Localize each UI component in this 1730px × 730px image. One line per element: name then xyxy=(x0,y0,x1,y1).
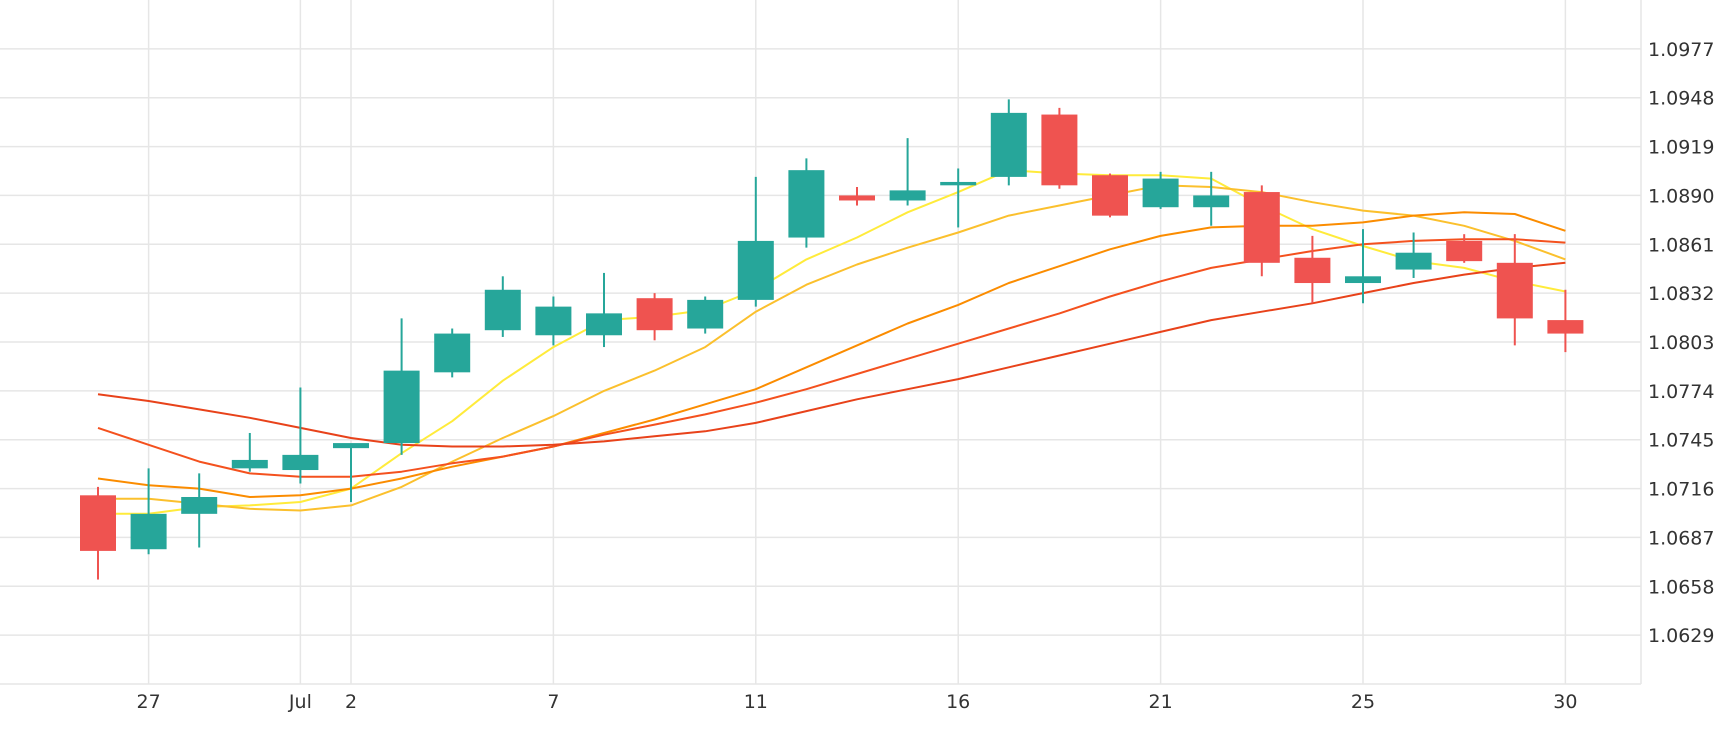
candle[interactable] xyxy=(1041,107,1078,189)
candle[interactable] xyxy=(1446,234,1483,263)
candle-body xyxy=(1193,195,1230,208)
candle[interactable] xyxy=(737,176,774,307)
y-tick-label: 1.0890 xyxy=(1648,185,1714,207)
y-tick-label: 1.0745 xyxy=(1648,430,1714,452)
candle-body xyxy=(1345,276,1381,284)
candle[interactable] xyxy=(282,387,319,484)
x-tick-label: 2 xyxy=(345,691,357,713)
candle[interactable] xyxy=(586,272,622,348)
candle-body xyxy=(484,289,521,331)
candle[interactable] xyxy=(130,468,167,555)
candle-body xyxy=(839,195,875,201)
candle-body xyxy=(535,306,572,336)
candle[interactable] xyxy=(1193,171,1230,226)
moving-average-line-2 xyxy=(98,184,1566,512)
x-tick-label: 30 xyxy=(1553,691,1577,713)
y-tick-label: 1.0861 xyxy=(1648,234,1714,256)
candle-body xyxy=(990,112,1027,177)
candle[interactable] xyxy=(788,158,825,248)
candle-body xyxy=(383,370,420,444)
candle-body xyxy=(788,170,825,238)
candle-body xyxy=(1395,252,1432,270)
candle-body xyxy=(1446,240,1483,262)
y-axis-tick-labels: 1.0977 1.0948 1.0919 1.0890 1.0861 1.0832 1.08… xyxy=(1648,39,1714,647)
x-tick-label: Jul xyxy=(288,691,312,713)
x-tick-label: 11 xyxy=(744,691,768,713)
candle[interactable] xyxy=(181,473,218,548)
y-tick-label: 1.0948 xyxy=(1648,88,1714,110)
candle-body xyxy=(282,454,319,471)
candle-body xyxy=(1041,114,1078,186)
candle-body xyxy=(333,443,369,449)
candle[interactable] xyxy=(636,293,673,341)
candle[interactable] xyxy=(1092,173,1128,218)
x-tick-label: 27 xyxy=(137,691,161,713)
candle[interactable] xyxy=(484,276,521,337)
candle[interactable] xyxy=(535,296,572,346)
y-tick-label: 1.0803 xyxy=(1648,332,1714,354)
candle[interactable] xyxy=(889,138,926,206)
moving-average-line-5 xyxy=(97,261,1566,448)
x-tick-label: 21 xyxy=(1149,691,1173,713)
candle[interactable] xyxy=(1294,235,1331,304)
candle[interactable] xyxy=(1345,229,1381,304)
candle-body xyxy=(737,240,774,300)
moving-average-line-4 xyxy=(97,238,1566,478)
candle-body xyxy=(586,313,622,336)
candle-body xyxy=(687,299,724,329)
candle[interactable] xyxy=(687,296,724,334)
y-tick-label: 1.0977 xyxy=(1648,39,1714,61)
candle[interactable] xyxy=(1142,171,1179,209)
candle[interactable] xyxy=(1243,185,1280,277)
candle-body xyxy=(434,333,471,373)
x-axis-tick-labels: 27 Jul 2 7 11 16 21 25 30 xyxy=(137,691,1578,713)
candle-body xyxy=(1547,320,1584,334)
candle[interactable] xyxy=(231,432,268,472)
candle-body xyxy=(80,495,116,551)
grid xyxy=(0,0,1641,684)
candle-body xyxy=(636,298,673,331)
x-tick-label: 7 xyxy=(547,691,559,713)
candle[interactable] xyxy=(990,99,1027,186)
candle[interactable] xyxy=(1547,289,1584,353)
moving-average-lines xyxy=(97,169,1566,515)
candle-body xyxy=(1294,257,1331,284)
x-tick-label: 25 xyxy=(1351,691,1375,713)
candle-body xyxy=(1243,192,1280,263)
candle[interactable] xyxy=(383,318,420,455)
moving-average-line-3 xyxy=(97,211,1566,498)
x-tick-label: 16 xyxy=(946,691,970,713)
candle-body xyxy=(889,190,926,201)
candle-body xyxy=(130,513,167,550)
y-tick-label: 1.0832 xyxy=(1648,283,1714,305)
y-tick-label: 1.0774 xyxy=(1648,381,1714,403)
candle[interactable] xyxy=(839,187,875,206)
candles xyxy=(80,99,1584,580)
candle-body xyxy=(1496,262,1533,319)
candle[interactable] xyxy=(940,168,977,228)
candle-body xyxy=(181,496,218,514)
candle[interactable] xyxy=(434,328,471,378)
y-tick-label: 1.0919 xyxy=(1648,137,1714,159)
candle-body xyxy=(940,181,977,186)
y-tick-label: 1.0687 xyxy=(1648,527,1714,549)
candle[interactable] xyxy=(1395,232,1432,278)
candle-body xyxy=(231,459,268,469)
candle[interactable] xyxy=(1496,234,1533,346)
y-tick-label: 1.0716 xyxy=(1648,479,1714,501)
candle[interactable] xyxy=(80,486,116,580)
y-tick-label: 1.0629 xyxy=(1648,625,1714,647)
moving-average-line-1 xyxy=(98,169,1566,515)
candle-body xyxy=(1142,178,1179,208)
candle-body xyxy=(1092,175,1128,216)
y-tick-label: 1.0658 xyxy=(1648,576,1714,598)
candle[interactable] xyxy=(333,443,369,503)
